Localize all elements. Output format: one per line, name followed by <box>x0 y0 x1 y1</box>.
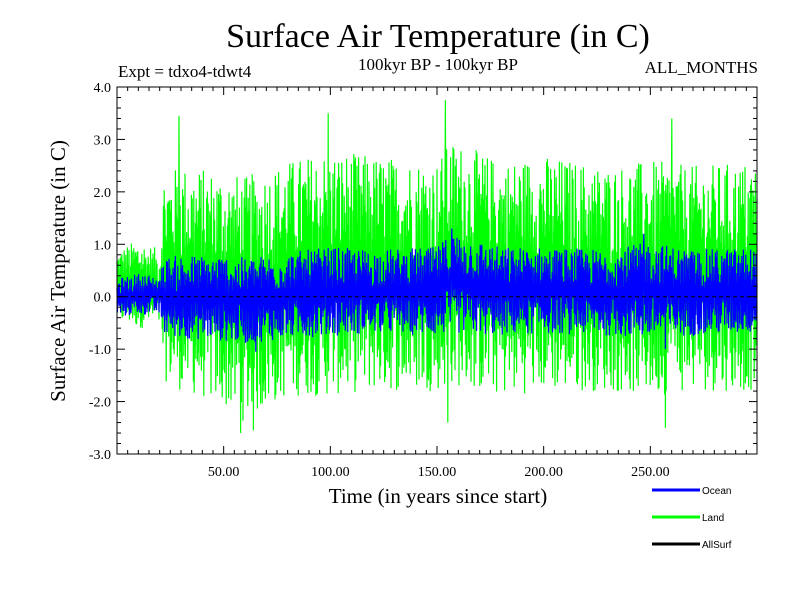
y-tick-label: 1.0 <box>94 238 112 253</box>
months-label: ALL_MONTHS <box>645 58 758 77</box>
experiment-label: Expt = tdxo4-tdwt4 <box>118 62 252 81</box>
y-tick-label: 4.0 <box>94 81 112 96</box>
y-axis-label: Surface Air Temperature (in C) <box>46 140 70 402</box>
y-tick-label: -1.0 <box>89 343 111 358</box>
y-tick-label: 2.0 <box>94 186 112 201</box>
y-tick-label: -2.0 <box>89 396 111 411</box>
x-tick-label: 150.00 <box>418 465 457 480</box>
plot-area <box>116 100 758 434</box>
x-tick-label: 100.00 <box>311 465 350 480</box>
legend-label-land: Land <box>702 513 724 524</box>
series-ocean <box>116 228 758 352</box>
axes: -3.0 -2.0 -1.0 0.0 1.0 2.0 3.0 4.0 50.00 100.00 15… <box>89 81 758 480</box>
y-tick-label: -3.0 <box>89 448 111 463</box>
y-tick-label: 0.0 <box>94 291 112 306</box>
x-tick-label: 250.00 <box>631 465 670 480</box>
legend-label-ocean: Ocean <box>702 486 731 497</box>
period-label: 100kyr BP - 100kyr BP <box>358 55 518 74</box>
y-tick-label: 3.0 <box>94 133 112 148</box>
x-tick-label: 200.00 <box>524 465 563 480</box>
legend-label-allsurf: AllSurf <box>702 540 732 551</box>
x-tick-label: 50.00 <box>208 465 240 480</box>
chart-title: Surface Air Temperature (in C) <box>226 18 650 55</box>
x-axis-label: Time (in years since start) <box>329 484 548 508</box>
legend: Ocean Land AllSurf <box>652 486 732 551</box>
